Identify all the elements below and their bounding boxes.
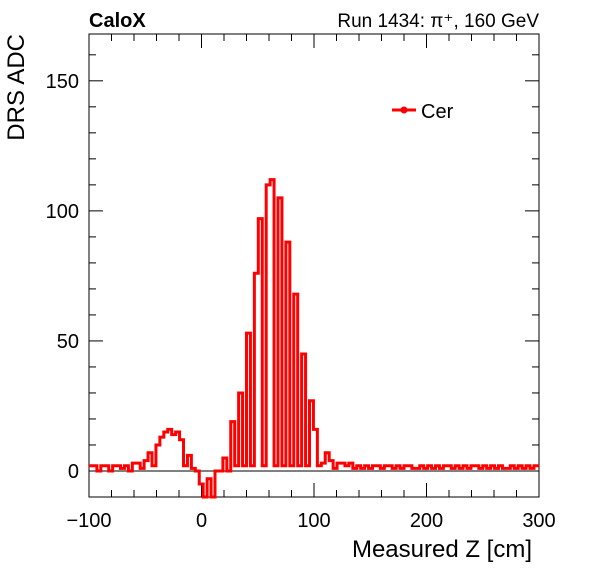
x-tick-label: 0 (196, 510, 207, 532)
y-tick-labels: 0 50 100 150 (46, 71, 79, 483)
legend-entry-cer: Cer (421, 101, 454, 123)
y-axis-label: DRS ADC (3, 34, 30, 141)
legend: Cer (392, 101, 454, 123)
run-info-label: Run 1434: π⁺, 160 GeV (337, 11, 539, 32)
series-cer-line (89, 178, 539, 499)
x-tick-label: 200 (410, 510, 443, 532)
x-tick-label: 300 (522, 510, 555, 532)
y-tick-label: 50 (57, 331, 79, 353)
y-tick-label: 150 (46, 71, 79, 93)
y-tick-label: 100 (46, 201, 79, 223)
legend-swatch-marker (400, 106, 408, 114)
y-tick-label: 0 (68, 461, 79, 483)
x-tick-labels: −100 0 100 200 300 (66, 510, 555, 532)
experiment-label: CaloX (89, 10, 146, 32)
x-tick-label: 100 (297, 510, 330, 532)
x-axis-label: Measured Z [cm] (352, 536, 532, 563)
x-tick-label: −100 (66, 510, 111, 532)
